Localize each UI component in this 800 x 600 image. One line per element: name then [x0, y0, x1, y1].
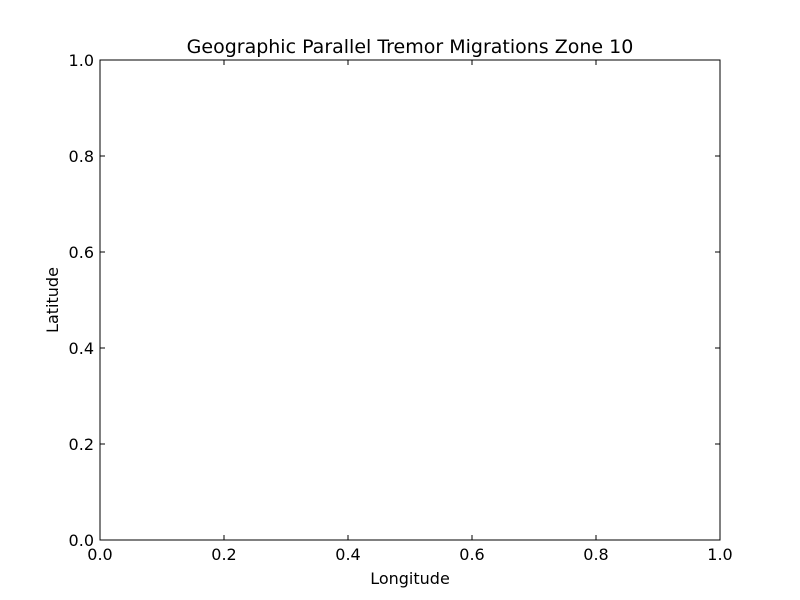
x-tick-label: 0.6 [459, 545, 484, 564]
x-tick-label: 0.2 [211, 545, 236, 564]
y-tick-label: 0.4 [69, 339, 94, 358]
y-tick-label: 0.6 [69, 243, 94, 262]
x-axis-label: Longitude [370, 569, 450, 588]
y-tick-label: 0.8 [69, 147, 94, 166]
plot-frame [99, 59, 721, 541]
chart-title: Geographic Parallel Tremor Migrations Zo… [187, 36, 634, 58]
y-tick-label: 0.0 [69, 531, 94, 550]
y-tick-label: 1.0 [69, 51, 94, 70]
y-tick-label: 0.2 [69, 435, 94, 454]
x-tick-label: 0.4 [335, 545, 360, 564]
y-axis-label: Latitude [43, 267, 62, 333]
x-axis-ticks: 0.0 0.2 0.4 0.6 0.8 1.0 [87, 60, 733, 564]
x-tick-label: 0.8 [583, 545, 608, 564]
x-tick-label: 1.0 [707, 545, 732, 564]
x-tick-label: 0.0 [87, 545, 112, 564]
